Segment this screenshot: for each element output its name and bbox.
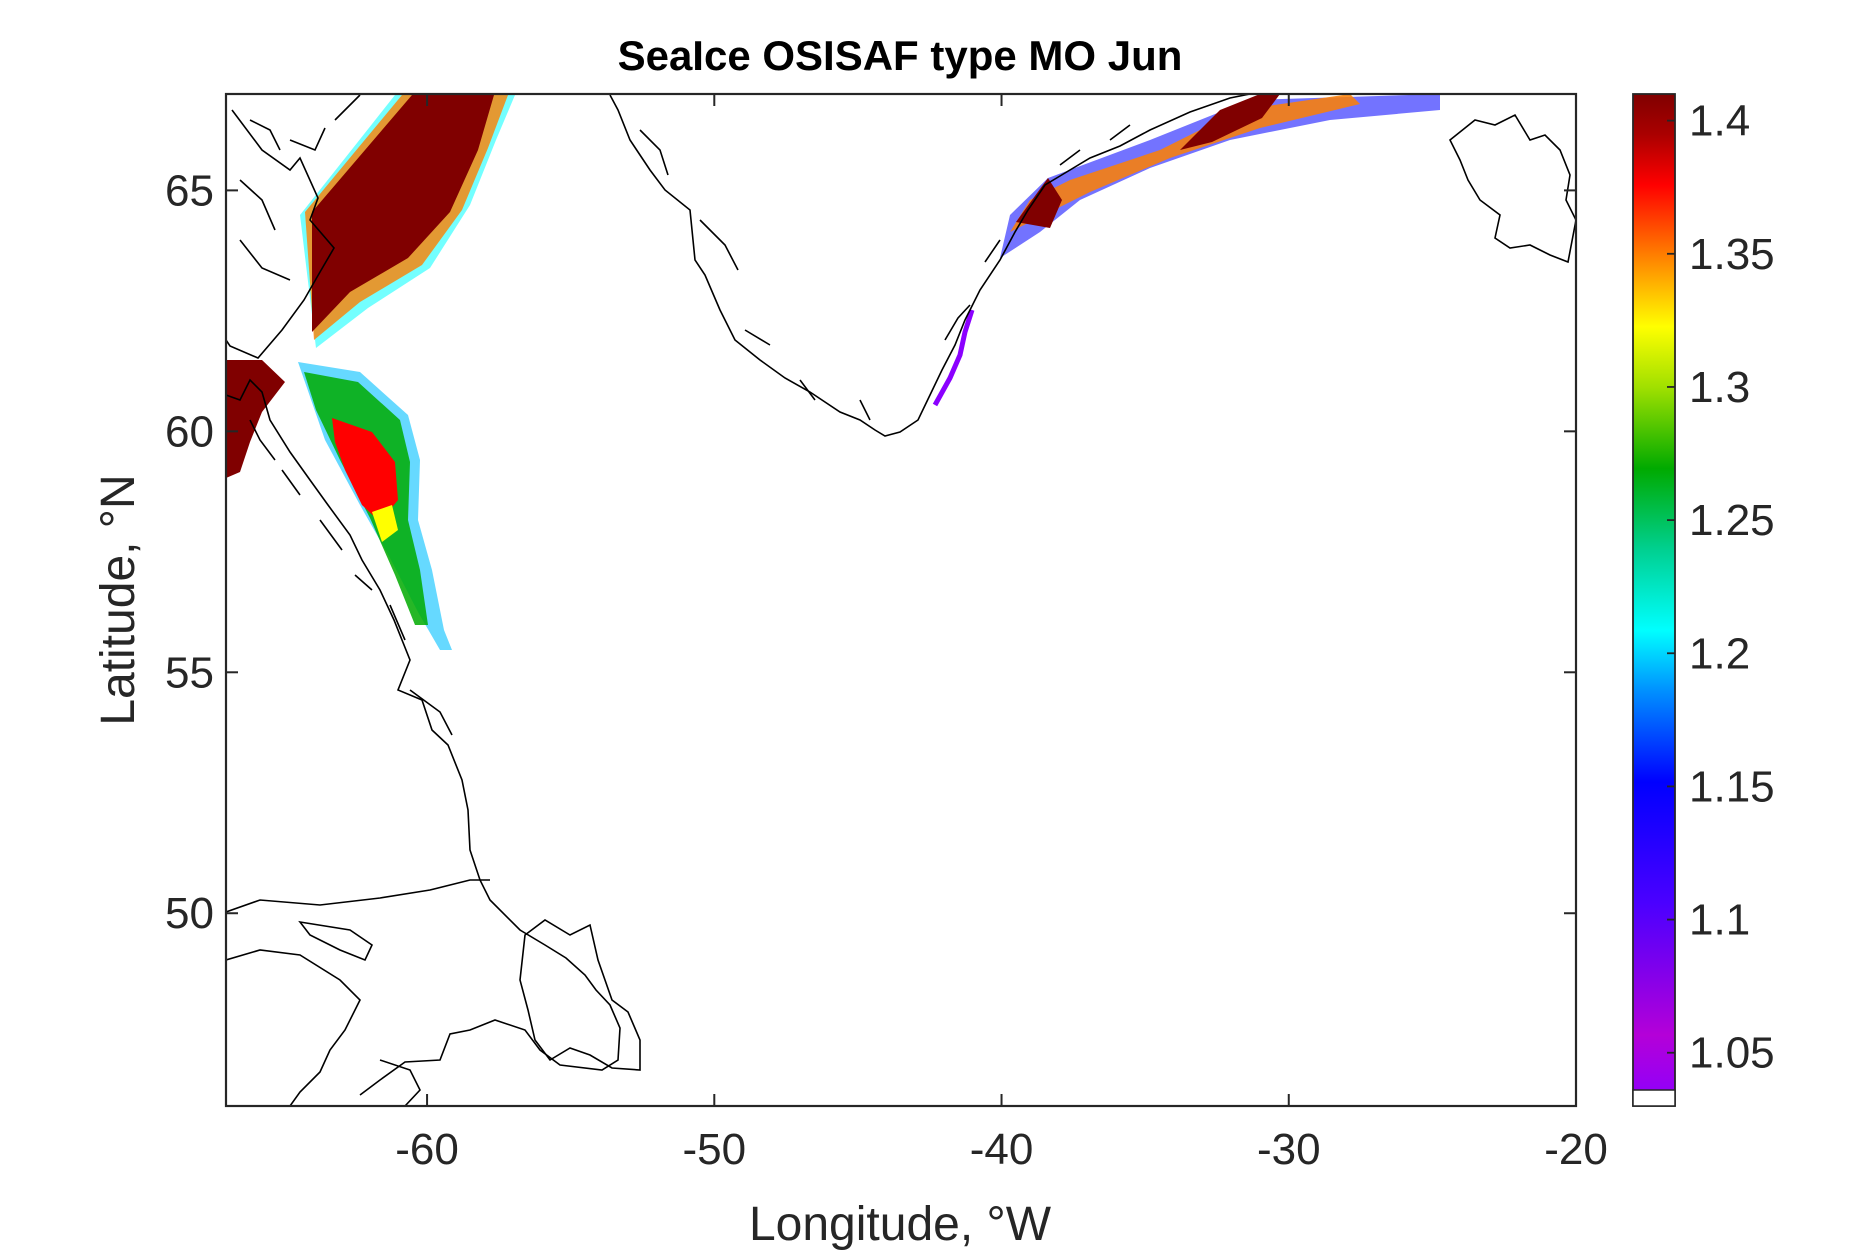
ice-spot-labrador (372, 505, 398, 542)
colorbar-tick-label: 1.1 (1689, 896, 1750, 945)
colorbar-tick-label: 1.4 (1689, 97, 1750, 146)
colorbar-underflow-cell (1632, 1089, 1676, 1107)
colorbar-tick-label: 1.25 (1689, 496, 1775, 545)
ice-band-denmark (1010, 94, 1360, 232)
ice-core-denmark-north (1180, 94, 1280, 150)
coastline-iceland (1448, 113, 1576, 264)
y-axis-label: Latitude, °N (92, 474, 145, 725)
y-tick-label: 65 (165, 166, 214, 215)
sea-ice-field (226, 94, 1440, 650)
coastline-labrador-fjords (249, 419, 453, 736)
x-tick-label: -20 (1544, 1125, 1608, 1174)
chart-title: SeaIce OSISAF type MO Jun (618, 32, 1183, 79)
x-tick-label: -40 (970, 1125, 1034, 1174)
coastline-nova-scotia (379, 1059, 421, 1106)
coastline-newfoundland (519, 919, 641, 1071)
map-frame (224, 92, 1578, 1108)
ice-core-labrador (332, 418, 398, 522)
y-tick-label: 55 (165, 648, 214, 697)
y-tick-label: 60 (165, 407, 214, 456)
ice-scatter-greenland (932, 309, 975, 407)
x-axis-label: Longitude, °W (749, 1198, 1052, 1250)
coastline-baffin-fjords (239, 94, 361, 281)
coastline-gulf-st-lawrence (226, 879, 490, 1106)
colorbar-tick-label: 1.2 (1689, 629, 1750, 678)
ice-core-denmark-south (1016, 178, 1062, 228)
y-tick-label: 50 (165, 889, 214, 938)
x-tick-label: -30 (1257, 1125, 1321, 1174)
x-tick-label: -60 (395, 1125, 459, 1174)
coastlines (226, 94, 1576, 1106)
ice-core-davis (312, 95, 494, 332)
colorbar-ticks: 1.05 1.1 1.15 1.2 1.25 1.3 1.35 1.4 (1632, 97, 1775, 1107)
ice-core-ungava (226, 360, 285, 478)
colorbar-tick-label: 1.35 (1689, 230, 1775, 279)
coastline-ungava-labrador (226, 378, 621, 1096)
colorbar-tick-label: 1.3 (1689, 363, 1750, 412)
colorbar-tick-label: 1.05 (1689, 1029, 1775, 1078)
x-tick-label: -50 (683, 1125, 747, 1174)
map-axes: -60 -50 -40 -30 -20 50 55 60 65 (165, 94, 1608, 1174)
coastline-baffin-island (226, 109, 335, 359)
colorbar (1633, 94, 1675, 1106)
colorbar-tick-label: 1.15 (1689, 762, 1775, 811)
coastline-greenland-fjords (639, 124, 1131, 421)
map-area (226, 94, 1576, 1106)
coastline-greenland (609, 94, 1251, 437)
